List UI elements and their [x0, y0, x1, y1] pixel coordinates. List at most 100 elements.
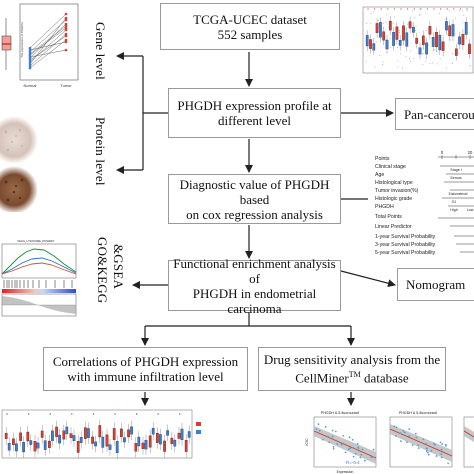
immune-box-mark	[40, 430, 44, 438]
nomogram-row-label: Linear Predictor	[375, 224, 412, 230]
nomogram-row-label: Tumor invasion(%)	[375, 188, 419, 194]
gene-expression-thumbnail: The expression of PHGDH Normal Tumor	[0, 0, 80, 95]
immune-box-mark	[187, 431, 191, 438]
corr1-point	[352, 446, 354, 449]
corr2-point	[406, 441, 408, 444]
corr2-point	[411, 444, 414, 447]
corr2-point	[395, 426, 398, 429]
corr1-point	[361, 448, 364, 451]
immune-box-mark	[112, 428, 116, 440]
corr1-point	[372, 448, 375, 451]
corr2-point	[430, 450, 433, 452]
immune-box-mark	[137, 436, 141, 447]
immune-box-mark	[58, 434, 61, 444]
immune-box-mark	[173, 439, 177, 447]
dataset-box: TCGA-UCEC dataset 552 samples	[160, 3, 340, 50]
immune-box-mark	[29, 440, 33, 445]
corr2-title: PHGDH & 5-fluorouracil	[399, 411, 437, 415]
nomogram-row-label: Age	[375, 172, 385, 178]
immune-box-mark	[15, 443, 18, 452]
gsea-title: KEGG_LYSOSOME_PATHWAY	[18, 239, 55, 243]
enrichment-box: Functional enrichment analysis of PHGDH …	[168, 256, 341, 316]
immune-box-mark	[51, 430, 54, 441]
pancancer-box-mark	[395, 26, 399, 40]
corr1-point	[340, 442, 343, 445]
gsea-label: &GSEA	[111, 244, 126, 290]
corr2-point	[445, 444, 447, 447]
corr1-point	[360, 453, 363, 456]
immune-line1: Correlations of PHGDH expression	[52, 354, 239, 369]
pancancer-box-mark	[392, 32, 395, 46]
pancancer-label: Pan-cancerous	[404, 106, 474, 122]
nomogram-stage-label: Stage I	[450, 168, 461, 172]
immune-box-mark	[43, 440, 47, 450]
corr2-point	[447, 462, 450, 465]
corr2-point	[439, 441, 442, 444]
diagnostic-line1: Diagnostic value of PHGDH based	[179, 176, 330, 207]
dataset-line1: TCGA-UCEC dataset	[193, 11, 307, 27]
nomogram-row-label: Points	[375, 156, 390, 162]
nomogram-row-label: 5-year Survival Probability	[375, 250, 436, 256]
pancancer-box-mark	[445, 21, 448, 31]
drug-line2: CellMinerTM database	[295, 367, 408, 385]
pancancer-box-mark	[421, 35, 425, 45]
corr1-point	[328, 441, 331, 444]
gsea-hit-bars	[3, 280, 73, 288]
immune-box-mark	[127, 429, 130, 438]
immune-box-mark	[36, 442, 40, 449]
pancancer-box-mark	[408, 21, 412, 29]
immune-box-mark	[180, 428, 184, 440]
corr2-point	[417, 444, 419, 447]
protein-ihc-thumbnail	[0, 112, 44, 212]
corr2-point	[402, 429, 405, 432]
corr1-point	[349, 447, 352, 450]
immune-box-mark	[115, 441, 119, 454]
immune-box-mark	[65, 426, 69, 435]
pancancer-thumbnail	[360, 4, 474, 82]
expression-box: PHGDH expression profile at different le…	[168, 88, 341, 138]
pancancer-box-mark	[402, 25, 405, 41]
protein-ihc-images	[0, 116, 38, 212]
corr1-point	[354, 452, 357, 455]
corr1-r-value: R=-0.4	[346, 460, 360, 465]
immune-box-mark	[79, 437, 83, 443]
corr1-title: PHGDH & 5-fluorouracil	[321, 411, 359, 415]
corr2-point	[435, 455, 438, 457]
gsea-enrichment-curve-1	[1, 248, 77, 275]
pancancer-box-mark	[454, 48, 458, 56]
nomogram-row-label: 1-year Survival Probability	[375, 234, 436, 240]
gene-x-normal: Normal	[24, 83, 37, 88]
immune-box-mark	[144, 440, 148, 450]
corr2-point	[426, 451, 429, 454]
nomogram-type-label: Endometrioid	[449, 192, 468, 196]
immune-box-mark	[76, 441, 80, 453]
corr2-point	[403, 431, 406, 434]
immune-box-mark	[55, 426, 58, 437]
corr1-point	[331, 429, 334, 432]
immune-box-mark	[156, 432, 159, 443]
immune-box-mark	[108, 444, 112, 450]
corr1-point	[347, 448, 350, 451]
drug-line1: Drug sensitivity analysis from the	[263, 352, 441, 368]
corr2-point	[399, 432, 402, 435]
immune-box-mark	[177, 432, 181, 439]
corr2-point	[441, 443, 444, 445]
pancancer-box-mark	[464, 22, 468, 35]
ihc-normal-tissue	[0, 116, 38, 164]
corr2-point	[440, 453, 443, 456]
immune-box-mark	[33, 441, 37, 452]
pancancer-box: Pan-cancerous	[395, 98, 474, 130]
immune-line2: with immune infiltration level	[67, 369, 224, 384]
nomogram-grade-label: G1	[452, 200, 457, 204]
corr2-point	[425, 450, 428, 452]
nomogram-row-label: PHGDH	[375, 204, 394, 210]
ihc-tumor-tissue	[0, 166, 38, 212]
corr1-fit-line	[313, 430, 377, 459]
gsea-thumbnail: KEGG_LYSOSOME_PATHWAY	[0, 236, 80, 336]
immune-box: Correlations of PHGDH expression with im…	[43, 347, 248, 391]
pancancer-box-mark	[372, 43, 376, 51]
pancancer-box-mark	[385, 39, 389, 50]
gene-points-normal	[28, 46, 32, 70]
corr1-point	[326, 435, 329, 438]
